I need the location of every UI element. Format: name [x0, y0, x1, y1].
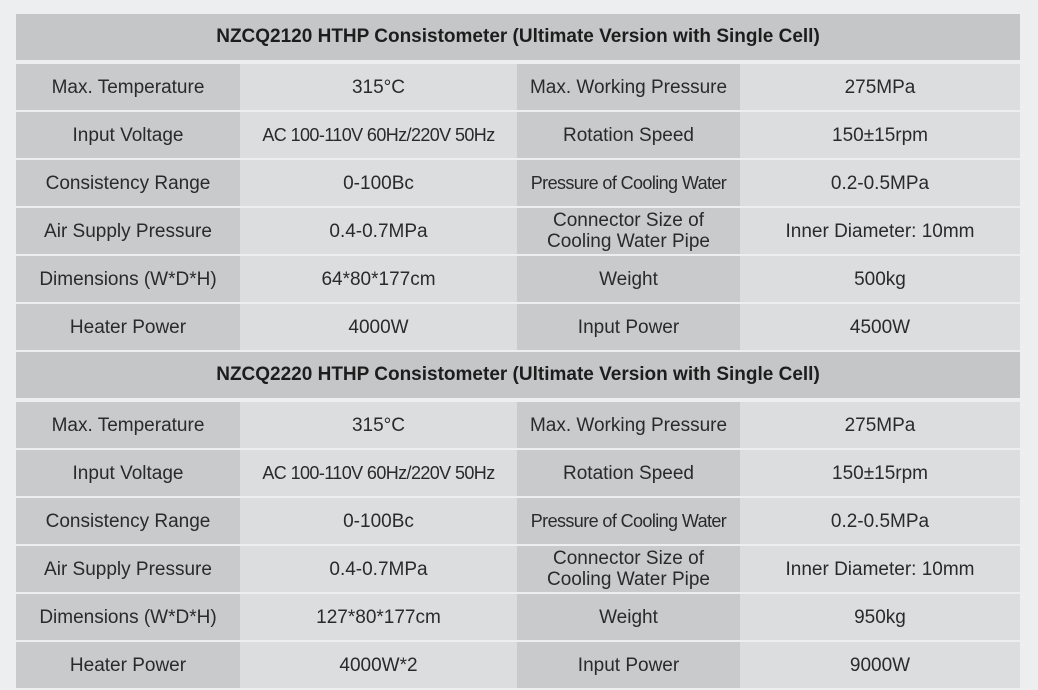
spec-label: Rotation Speed [517, 112, 740, 158]
table-row: Consistency Range 0-100Bc Pressure of Cool… [16, 498, 1020, 544]
spec-value: 64*80*177cm [240, 256, 517, 302]
spec-label: Max. Working Pressure [517, 402, 740, 448]
spec-label: Consistency Range [16, 498, 240, 544]
spec-value: 315°C [240, 64, 517, 110]
spec-label: Air Supply Pressure [16, 546, 240, 592]
spec-value: 950kg [740, 594, 1020, 640]
spec-value: 0-100Bc [240, 160, 517, 206]
spec-label: Input Power [517, 642, 740, 688]
spec-value: 0.4-0.7MPa [240, 546, 517, 592]
spec-value: 0.2-0.5MPa [740, 160, 1020, 206]
spec-value: 275MPa [740, 402, 1020, 448]
spec-value: 0-100Bc [240, 498, 517, 544]
spec-label: Pressure of Cooling Water [517, 160, 740, 206]
spec-label: Heater Power [16, 642, 240, 688]
spec-value: AC 100-110V 60Hz/220V 50Hz [240, 450, 517, 496]
table-row: Heater Power 4000W Input Power 4500W [16, 304, 1020, 350]
spec-label: Pressure of Cooling Water [517, 498, 740, 544]
spec-value: 4500W [740, 304, 1020, 350]
spec-value: 9000W [740, 642, 1020, 688]
spec-value: 127*80*177cm [240, 594, 517, 640]
spec-value: Inner Diameter: 10mm [740, 546, 1020, 592]
spec-label: Input Power [517, 304, 740, 350]
spec-tables: NZCQ2120 HTHP Consistometer (Ultimate Ve… [16, 14, 1020, 690]
table-row: Input Voltage AC 100-110V 60Hz/220V 50Hz R… [16, 112, 1020, 158]
spec-label: Max. Working Pressure [517, 64, 740, 110]
spec-value: 4000W*2 [240, 642, 517, 688]
table-row: Max. Temperature 315°C Max. Working Pressu… [16, 64, 1020, 110]
spec-value: 4000W [240, 304, 517, 350]
spec-label: Dimensions (W*D*H) [16, 594, 240, 640]
table-title: NZCQ2120 HTHP Consistometer (Ultimate Ve… [16, 14, 1020, 60]
spec-label: Max. Temperature [16, 402, 240, 448]
spec-value: 0.4-0.7MPa [240, 208, 517, 254]
spec-value: 150±15rpm [740, 112, 1020, 158]
spec-label: Dimensions (W*D*H) [16, 256, 240, 302]
spec-value: 315°C [240, 402, 517, 448]
spec-label: Weight [517, 256, 740, 302]
table-row: Dimensions (W*D*H) 64*80*177cm Weight 500kg [16, 256, 1020, 302]
spec-table: NZCQ2220 HTHP Consistometer (Ultimate Ve… [16, 352, 1020, 688]
table-row: Dimensions (W*D*H) 127*80*177cm Weight 950k… [16, 594, 1020, 640]
table-row: Heater Power 4000W*2 Input Power 9000W [16, 642, 1020, 688]
spec-label: Max. Temperature [16, 64, 240, 110]
spec-label: Weight [517, 594, 740, 640]
table-title: NZCQ2220 HTHP Consistometer (Ultimate Ve… [16, 352, 1020, 398]
spec-table: NZCQ2120 HTHP Consistometer (Ultimate Ve… [16, 14, 1020, 350]
table-row: Air Supply Pressure 0.4-0.7MPa Connector S… [16, 208, 1020, 254]
spec-value: Inner Diameter: 10mm [740, 208, 1020, 254]
spec-value: 0.2-0.5MPa [740, 498, 1020, 544]
spec-value: 275MPa [740, 64, 1020, 110]
spec-value: 500kg [740, 256, 1020, 302]
spec-label: Air Supply Pressure [16, 208, 240, 254]
table-row: Input Voltage AC 100-110V 60Hz/220V 50Hz R… [16, 450, 1020, 496]
spec-label: Heater Power [16, 304, 240, 350]
spec-label: Input Voltage [16, 450, 240, 496]
table-row: Consistency Range 0-100Bc Pressure of Cool… [16, 160, 1020, 206]
table-row: Air Supply Pressure 0.4-0.7MPa Connector S… [16, 546, 1020, 592]
spec-value: 150±15rpm [740, 450, 1020, 496]
spec-label: Rotation Speed [517, 450, 740, 496]
spec-value: AC 100-110V 60Hz/220V 50Hz [240, 112, 517, 158]
spec-label: Input Voltage [16, 112, 240, 158]
spec-label: Connector Size of Cooling Water Pipe [517, 208, 740, 254]
spec-label: Consistency Range [16, 160, 240, 206]
table-row: Max. Temperature 315°C Max. Working Pressu… [16, 402, 1020, 448]
spec-label: Connector Size of Cooling Water Pipe [517, 546, 740, 592]
